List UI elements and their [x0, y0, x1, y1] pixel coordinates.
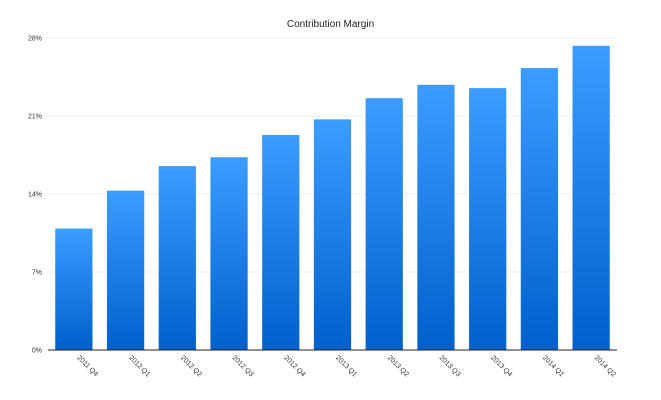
bar-2014-q1	[520, 68, 559, 350]
y-tick-label: 14%	[28, 192, 42, 199]
x-tick-label: 2013 Q2	[386, 354, 410, 378]
x-tick-label: 2012 Q3	[231, 354, 255, 378]
x-tick-label: 2013 Q3	[438, 354, 462, 378]
x-tick-label: 2013 Q1	[334, 354, 358, 378]
y-tick-label: 21%	[28, 114, 42, 121]
chart-title: Contribution Margin	[286, 19, 375, 30]
bar-2012-q1	[106, 190, 145, 350]
bar-2011-q4	[55, 228, 93, 350]
x-tick-label: 2014 Q1	[541, 354, 565, 378]
bar-2013-q3	[417, 84, 455, 351]
x-tick-label: 2014 Q2	[593, 354, 617, 378]
bar-2013-q4	[469, 88, 507, 351]
bar-2012-q3	[210, 157, 248, 350]
y-tick-label: 7%	[32, 270, 42, 277]
y-tick-label: 28%	[28, 36, 42, 43]
x-tick-label: 2011 Q4	[75, 354, 99, 378]
x-tick-label: 2012 Q1	[127, 354, 151, 378]
x-tick-label: 2012 Q4	[282, 354, 306, 378]
bar-2012-q4	[262, 134, 300, 350]
x-tick-label: 2013 Q4	[489, 354, 513, 378]
bar-2013-q1	[313, 119, 352, 350]
bar-2014-q2	[572, 45, 610, 351]
y-tick-label: 0%	[32, 348, 42, 355]
bar-2012-q2	[158, 166, 196, 350]
bar-2013-q2	[365, 98, 403, 351]
x-tick-label: 2012 Q2	[179, 354, 203, 378]
